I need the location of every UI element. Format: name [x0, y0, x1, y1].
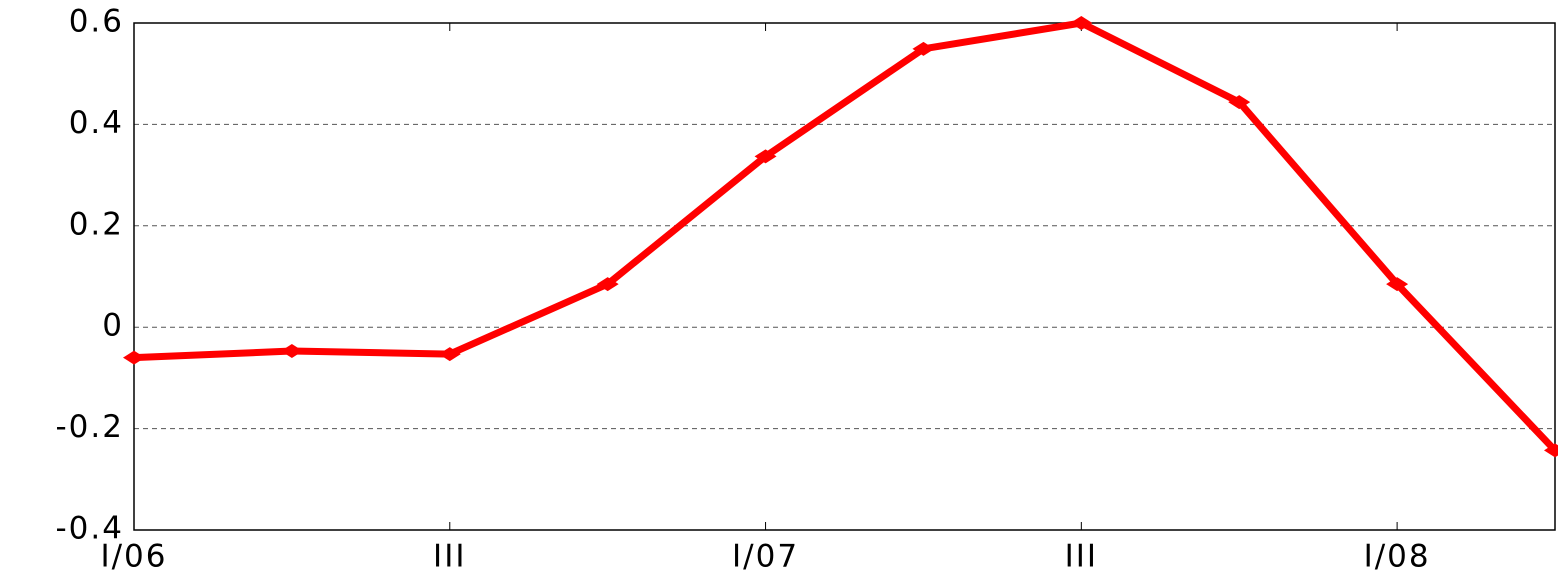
y-tick-label: 0.4 — [69, 105, 124, 141]
y-tick-label: -0.2 — [56, 409, 125, 445]
marker — [1544, 443, 1558, 458]
marker — [280, 344, 303, 359]
marker — [912, 41, 935, 56]
marker — [438, 347, 461, 362]
y-tick-label: 0.2 — [69, 206, 124, 242]
marker — [1070, 16, 1093, 30]
marker — [596, 277, 619, 292]
marker — [754, 149, 777, 164]
y-tick-label: 0 — [102, 308, 124, 344]
line — [133, 19, 1558, 453]
plot-frame — [133, 22, 1556, 531]
y-tick-label: -0.4 — [56, 511, 125, 547]
x-tick-label: I/06 — [100, 539, 167, 575]
x-tick-label: I/08 — [1364, 539, 1431, 575]
marker — [1386, 277, 1409, 292]
x-tick-label: III — [433, 539, 466, 575]
x-tick-label: III — [1065, 539, 1098, 575]
marker — [123, 350, 145, 365]
marker — [1228, 95, 1251, 110]
x-tick-label: I/07 — [732, 539, 799, 575]
y-tick-label: 0.6 — [69, 4, 124, 40]
